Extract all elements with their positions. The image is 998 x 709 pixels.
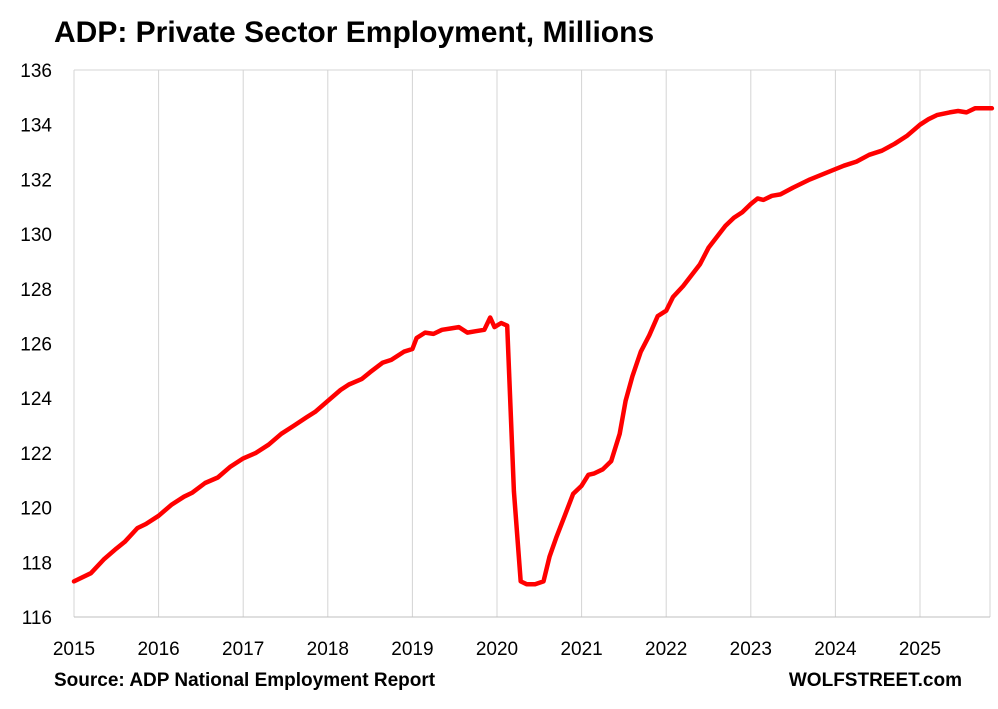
y-tick-label-9: 134	[20, 116, 52, 137]
brand-label: WOLFSTREET.com	[788, 670, 962, 691]
x-tick-label-5: 2020	[476, 639, 518, 660]
x-tick-label-1: 2016	[137, 639, 179, 660]
x-tick-label-2: 2017	[222, 639, 264, 660]
source-note: Source: ADP National Employment Report	[54, 670, 436, 691]
y-tick-label-5: 126	[20, 335, 52, 356]
y-tick-label-4: 124	[20, 389, 52, 410]
x-tick-label-0: 2015	[53, 639, 95, 660]
x-tick-label-8: 2023	[730, 639, 772, 660]
series-line	[71, 106, 995, 587]
y-axis-ticks: 116 118 120 122 124 126 128 130 132 134 136	[20, 61, 52, 629]
y-tick-label-2: 120	[20, 499, 52, 520]
x-axis-ticks: 2015 2016 2017 2018 2019 2020 2021 2022 2023 2024…	[53, 639, 941, 660]
y-tick-label-3: 122	[20, 444, 52, 465]
x-tick-label-10: 2025	[899, 639, 941, 660]
y-tick-label-10: 136	[20, 61, 52, 82]
chart-title: ADP: Private Sector Employment, Millions	[54, 16, 655, 49]
x-tick-label-4: 2019	[391, 639, 433, 660]
y-tick-label-0: 116	[22, 608, 52, 629]
y-tick-label-7: 130	[20, 225, 52, 246]
x-tick-label-3: 2018	[307, 639, 349, 660]
y-tick-label-1: 118	[22, 553, 52, 574]
x-tick-label-6: 2021	[560, 639, 602, 660]
y-tick-label-6: 128	[20, 280, 52, 301]
x-tick-label-7: 2022	[645, 639, 687, 660]
y-tick-label-8: 132	[20, 170, 52, 191]
gridlines	[73, 69, 991, 618]
x-tick-label-9: 2024	[814, 639, 857, 660]
